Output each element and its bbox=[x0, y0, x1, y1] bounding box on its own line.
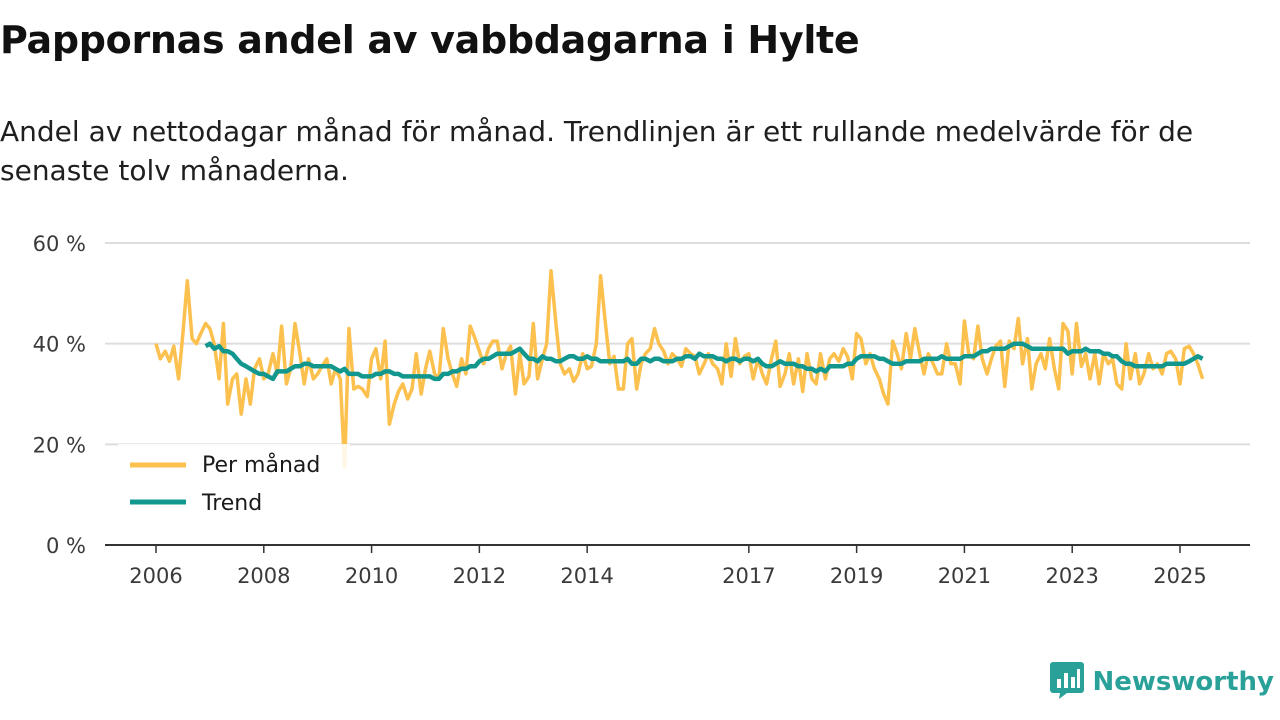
chart-title: Pappornas andel av vabbdagarna i Hylte bbox=[0, 18, 860, 62]
x-axis-labels: 2006 2008 2010 2012 2014 2017 2019 2021 2023 2025 bbox=[129, 564, 1206, 588]
x-tick-label-2010: 2010 bbox=[345, 564, 398, 588]
y-tick-label-20: 20 % bbox=[33, 433, 86, 457]
x-tick-label-2025: 2025 bbox=[1153, 564, 1206, 588]
series-line-trend bbox=[204, 341, 1204, 382]
x-axis-ticks bbox=[155, 545, 1181, 553]
x-tick-label-2019: 2019 bbox=[830, 564, 883, 588]
y-axis-labels: 0 % 20 % 40 % 60 % bbox=[33, 232, 86, 558]
x-tick-label-2021: 2021 bbox=[938, 564, 991, 588]
legend-label-per-manad: Per månad bbox=[202, 452, 320, 478]
newsworthy-logo-icon bbox=[1049, 660, 1085, 704]
legend-background bbox=[118, 444, 350, 524]
legend: Per månad Trend bbox=[118, 444, 350, 524]
y-tick-label-60: 60 % bbox=[33, 232, 86, 256]
newsworthy-brand: Newsworthy bbox=[1049, 660, 1274, 704]
x-tick-label-2008: 2008 bbox=[237, 564, 290, 588]
x-tick-label-2017: 2017 bbox=[722, 564, 775, 588]
y-tick-label-40: 40 % bbox=[33, 333, 86, 357]
x-tick-label-2006: 2006 bbox=[129, 564, 182, 588]
brand-name: Newsworthy bbox=[1092, 667, 1274, 697]
chart-subtitle: Andel av nettodagar månad för månad. Tre… bbox=[0, 115, 1194, 187]
series-line-per-manad bbox=[154, 268, 1205, 469]
x-tick-label-2012: 2012 bbox=[453, 564, 506, 588]
x-tick-label-2014: 2014 bbox=[560, 564, 613, 588]
x-tick-label-2023: 2023 bbox=[1045, 564, 1098, 588]
y-tick-label-0: 0 % bbox=[46, 534, 86, 558]
legend-label-trend: Trend bbox=[201, 491, 262, 516]
